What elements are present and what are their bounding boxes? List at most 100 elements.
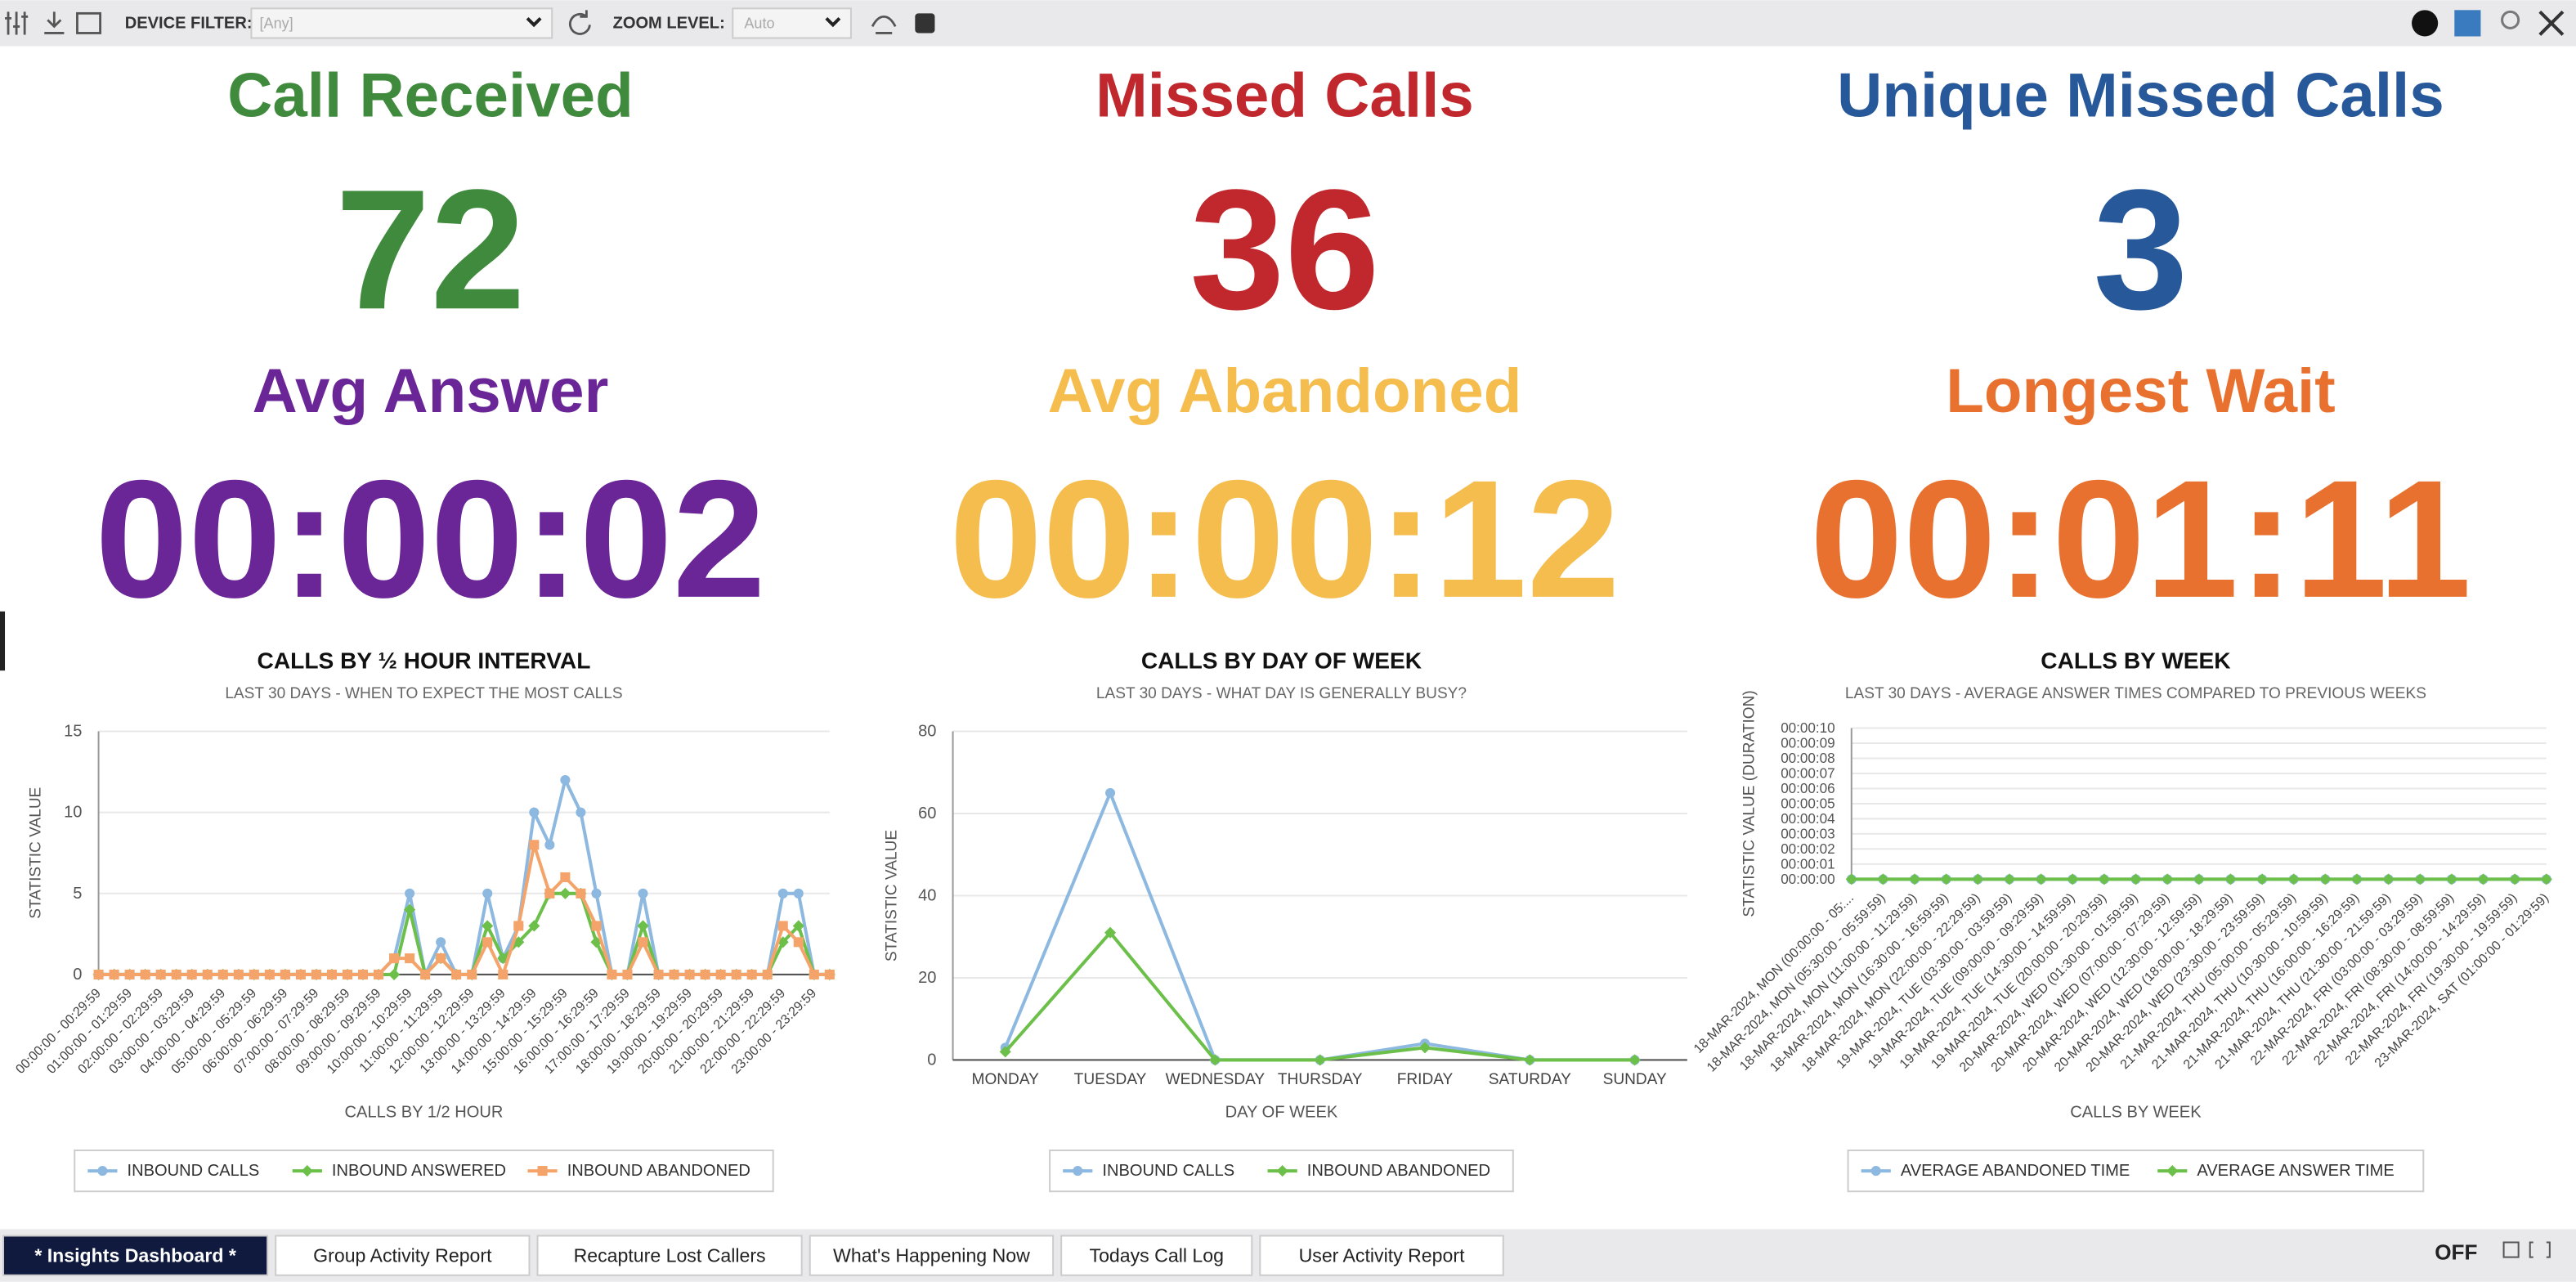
tab[interactable] — [275, 1235, 531, 1276]
data-point — [436, 953, 446, 964]
legend: AVERAGE ABANDONED TIME AVERAGE ANSWER TIM… — [1847, 1149, 2425, 1193]
series-line — [98, 844, 830, 979]
data-point — [591, 921, 602, 931]
data-point — [2130, 873, 2142, 885]
data-point — [2509, 873, 2521, 885]
data-point — [374, 969, 384, 979]
tab-label: Recapture Lost Callers — [574, 1245, 766, 1266]
kpi-label: Longest Wait — [1946, 356, 2336, 426]
data-point — [715, 969, 726, 979]
tab[interactable] — [2, 1235, 269, 1276]
data-point — [2477, 873, 2489, 885]
tab-label: Todays Call Log — [1090, 1245, 1224, 1266]
data-point — [389, 953, 400, 964]
data-point — [233, 969, 244, 979]
download-icon[interactable] — [44, 11, 65, 34]
tab-label: * Insights Dashboard * — [34, 1245, 236, 1266]
data-point — [653, 969, 664, 979]
y-tick-label: 00:00:00 — [1781, 872, 1835, 887]
y-tick-label: 0 — [927, 1051, 936, 1069]
data-point — [2067, 873, 2079, 885]
kpi-value: 00:00:02 — [95, 446, 765, 633]
data-point — [405, 888, 415, 899]
data-point — [186, 969, 197, 979]
tab[interactable] — [1259, 1235, 1504, 1276]
status: OFF — [2435, 1240, 2477, 1265]
legend-label: AVERAGE ANSWER TIME — [2197, 1162, 2394, 1180]
tag-icon[interactable] — [915, 13, 935, 34]
data-point — [684, 969, 695, 979]
refresh-icon[interactable] — [568, 10, 591, 35]
series-line — [1003, 788, 1635, 1062]
settings-icon[interactable] — [5, 11, 29, 35]
data-point — [1524, 1054, 1536, 1066]
data-point — [638, 888, 648, 899]
window-icon[interactable] — [2502, 1241, 2520, 1258]
chart-subtitle: LAST 30 DAYS - AVERAGE ANSWER TIMES COMP… — [1845, 685, 2426, 702]
data-point — [295, 969, 306, 979]
data-point — [326, 969, 338, 979]
legend-label: INBOUND ABANDONED — [567, 1162, 750, 1180]
series — [999, 926, 1641, 1066]
y-tick-label: 15 — [64, 723, 82, 741]
x-axis-title: CALLS BY WEEK — [2070, 1104, 2202, 1122]
series-line — [98, 891, 830, 978]
user-icon[interactable] — [2501, 10, 2520, 29]
device-filter-select[interactable] — [250, 7, 553, 39]
data-point — [2382, 873, 2395, 885]
data-point — [482, 937, 493, 948]
tab[interactable] — [809, 1235, 1055, 1276]
data-point — [2319, 873, 2332, 885]
dropdown-arrow — [526, 16, 542, 28]
data-point — [264, 969, 275, 979]
kpi-label: Call Received — [227, 61, 634, 130]
device-filter-value: [Any] — [260, 15, 293, 31]
x-axis-title: DAY OF WEEK — [1225, 1104, 1338, 1122]
data-point — [560, 872, 571, 883]
tab[interactable] — [536, 1235, 803, 1276]
data-point — [1870, 1166, 1881, 1177]
layout-icon[interactable] — [2454, 10, 2481, 37]
y-tick-label: 00:00:01 — [1781, 856, 1835, 872]
data-point — [2166, 1165, 2179, 1177]
data-point — [498, 969, 508, 979]
data-point — [2287, 873, 2300, 885]
data-point — [1972, 873, 1984, 885]
x-tick-label: TUESDAY — [1074, 1071, 1147, 1088]
legend-label: AVERAGE ABANDONED TIME — [1901, 1162, 2130, 1180]
data-point — [97, 1166, 108, 1177]
legend-box — [74, 1149, 774, 1193]
dropdown-arrow — [825, 16, 841, 28]
data-point — [482, 888, 493, 899]
snapshot-icon[interactable] — [76, 11, 101, 34]
legend: INBOUND CALLS INBOUND ANSWERED INBOUND ABA… — [74, 1149, 774, 1193]
close-icon[interactable] — [2538, 10, 2565, 36]
data-point — [93, 969, 104, 979]
data-point — [576, 807, 586, 818]
data-point — [155, 969, 166, 979]
x-tick-label: THURSDAY — [1278, 1071, 1363, 1088]
data-point — [591, 888, 602, 899]
chart-title: CALLS BY DAY OF WEEK — [1141, 648, 1422, 674]
help-icon[interactable] — [2412, 10, 2439, 37]
chart-subtitle: LAST 30 DAYS - WHEN TO EXPECT THE MOST C… — [225, 685, 622, 702]
zoom-value: Auto — [744, 15, 774, 31]
data-point — [559, 887, 571, 899]
tab[interactable] — [1060, 1235, 1253, 1276]
data-point — [357, 969, 369, 979]
data-point — [560, 774, 571, 786]
data-point — [124, 969, 135, 979]
x-axis-title: CALLS BY 1/2 HOUR — [345, 1104, 504, 1122]
legend-label: INBOUND ABANDONED — [1307, 1162, 1490, 1180]
data-point — [1314, 1054, 1326, 1066]
data-point — [529, 807, 540, 818]
y-tick-label: 00:00:07 — [1781, 765, 1835, 781]
fullscreen-icon[interactable] — [2529, 1241, 2551, 1258]
kpi-value: 00:00:12 — [949, 446, 1620, 633]
phone-icon[interactable] — [871, 15, 897, 34]
data-point — [777, 888, 788, 899]
kpi-label: Missed Calls — [1095, 61, 1474, 130]
data-point — [171, 969, 181, 979]
data-point — [249, 969, 259, 979]
